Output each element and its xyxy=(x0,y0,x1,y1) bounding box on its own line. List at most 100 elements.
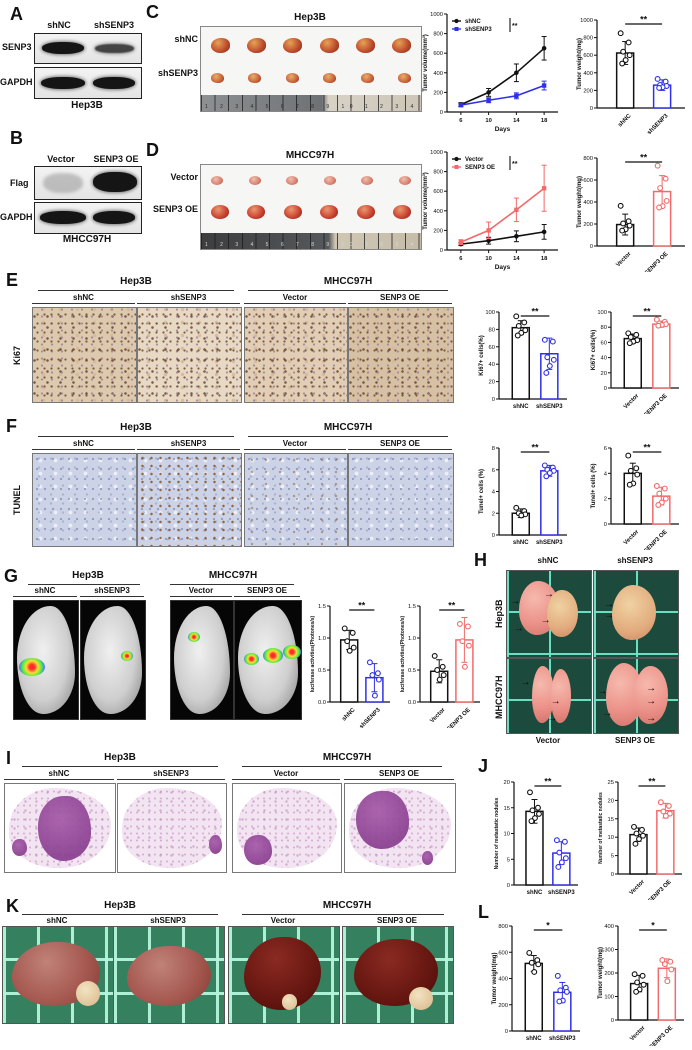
svg-text:**: ** xyxy=(448,601,456,611)
svg-text:Number of metastatic nodules: Number of metastatic nodules xyxy=(598,792,604,864)
tumor-blob xyxy=(283,205,302,219)
svg-text:shNC: shNC xyxy=(527,890,543,896)
panel-letter-c: C xyxy=(146,2,159,22)
tumor-strip-d-row1-label: Vector xyxy=(170,172,198,182)
svg-text:10: 10 xyxy=(608,835,614,841)
svg-text:0: 0 xyxy=(492,397,495,403)
svg-text:100: 100 xyxy=(604,995,614,1001)
svg-text:shNC: shNC xyxy=(341,707,357,723)
panel-letter-l: L xyxy=(478,902,489,922)
svg-text:20: 20 xyxy=(608,798,614,804)
i-col-shnc: shNC xyxy=(4,769,114,780)
svg-text:40: 40 xyxy=(489,362,495,368)
arrow-icon: → xyxy=(540,614,551,626)
blot-band xyxy=(43,173,83,193)
bar-chart: 0 20 40 60 80 100 Ki67+ cells(%) ** shNC shSENP3 xyxy=(479,307,567,410)
bar-chart: 0 5 10 15 20 25 Number of metastatic nodules **… xyxy=(598,777,682,905)
svg-text:shSENP3: shSENP3 xyxy=(536,404,563,410)
svg-text:300: 300 xyxy=(604,948,614,954)
svg-text:shSENP3: shSENP3 xyxy=(646,113,670,134)
tumor-volume-chart-hep3b: 0 200 400 600 800 1000 6 10 14 18 Days Tumor volume… xyxy=(420,8,566,134)
tumor-strip-c-row1-label: shNC xyxy=(174,34,198,44)
svg-text:luciferase activities(Photones: luciferase activities(Photones/s) xyxy=(400,615,406,692)
tumor-blob xyxy=(356,205,375,219)
tumor-blob xyxy=(398,175,411,185)
g-group-mhcc: MHCC97H xyxy=(208,570,258,581)
svg-text:Vector: Vector xyxy=(623,393,641,411)
liver-image-shsenp3 xyxy=(113,926,225,1024)
lung-section xyxy=(122,788,222,868)
tumor-blob xyxy=(320,205,339,219)
svg-text:*: * xyxy=(546,921,550,931)
blot-b-col-oe: SENP3 OE xyxy=(93,154,139,164)
bioluminescence-spot xyxy=(19,657,46,676)
arrow-icon: → xyxy=(646,712,657,724)
svg-text:**: ** xyxy=(640,15,648,25)
svg-text:800: 800 xyxy=(498,924,508,930)
lung-tissue xyxy=(634,666,668,725)
tumor-strip-c-title: Hep3B xyxy=(294,12,326,23)
blot-band xyxy=(41,77,85,89)
bioluminescence-spot xyxy=(188,631,201,642)
ruler: 1 2 3 4 5 6 7 8 9 10 1 2 3 4 5 6 xyxy=(201,233,421,249)
blot-b-row-flag: Flag xyxy=(10,178,29,188)
f-col-shnc: shNC xyxy=(32,439,135,450)
panel-letter-d: D xyxy=(146,140,159,160)
svg-text:Tunel+ cells (%): Tunel+ cells (%) xyxy=(479,469,485,514)
mouse-image-shsenp3 xyxy=(80,600,146,720)
he-lung-shnc xyxy=(4,783,116,873)
arrow-icon: → xyxy=(646,683,657,695)
ki67-chart-hep3b: 0 20 40 60 80 100 Ki67+ cells(%) ** shNC shSENP3 xyxy=(474,300,570,414)
svg-text:20: 20 xyxy=(601,371,607,377)
svg-text:0: 0 xyxy=(440,248,443,254)
arrow-icon: → xyxy=(602,708,613,720)
blot-a-col-shnc: shNC xyxy=(47,20,71,30)
svg-text:Number of metastatic nodules: Number of metastatic nodules xyxy=(494,797,500,869)
svg-text:0.5: 0.5 xyxy=(408,668,416,674)
svg-text:60: 60 xyxy=(601,340,607,346)
panel-letter-k: K xyxy=(6,896,19,916)
svg-text:5: 5 xyxy=(507,857,510,863)
tumor-blob xyxy=(283,37,303,53)
divider xyxy=(38,436,234,437)
svg-text:4: 4 xyxy=(492,490,496,496)
tumor-strip-c-photo: 1 2 3 4 5 6 7 8 9 10 1 2 3 4 5 6 7 8 xyxy=(200,26,422,112)
svg-text:25: 25 xyxy=(608,780,614,786)
svg-text:shSENP3: shSENP3 xyxy=(548,890,575,896)
tumor-blob xyxy=(361,175,374,185)
mouse-image-oe xyxy=(234,600,302,720)
lung-image-mhcc-oe: → → → → → xyxy=(593,658,679,734)
blot-a-cellline: Hep3B xyxy=(71,100,103,111)
tumor-blob xyxy=(211,175,223,185)
svg-text:800: 800 xyxy=(583,36,593,42)
blot-b-flag xyxy=(34,166,142,200)
svg-text:6: 6 xyxy=(459,118,463,124)
svg-text:0.0: 0.0 xyxy=(318,700,326,706)
svg-text:Tumor volume(mm³): Tumor volume(mm³) xyxy=(422,34,429,92)
ki67-image-shsenp3 xyxy=(137,307,242,403)
panel-letter-i: I xyxy=(6,748,12,768)
tumor-row-shsenp3 xyxy=(211,71,411,85)
svg-text:14: 14 xyxy=(513,118,520,124)
svg-text:200: 200 xyxy=(498,1003,508,1009)
svg-text:400: 400 xyxy=(433,71,443,77)
svg-text:Tumor volume(mm³): Tumor volume(mm³) xyxy=(422,172,429,230)
luciferase-chart-hep3b: 0.0 0.5 1.0 1.5 luciferase activities(Photon… xyxy=(305,594,393,730)
h-col-vector: Vector xyxy=(535,736,561,745)
liver-weight-chart-mhcc97h: 0 100 200 300 400 Tumor weight(mg) * Vector SENP… xyxy=(593,914,687,1050)
liver-image-vector xyxy=(228,926,340,1024)
blot-b-row-gapdh: GAPDH xyxy=(0,212,33,222)
g-col-oe: SENP3 OE xyxy=(234,586,300,597)
svg-text:600: 600 xyxy=(498,950,508,956)
svg-text:0: 0 xyxy=(604,522,607,528)
svg-text:**: ** xyxy=(648,777,656,787)
tumor-volume-chart-mhcc97h: 0 200 400 600 800 1000 6 10 14 18 Days Tumor volume… xyxy=(420,146,566,272)
svg-text:80: 80 xyxy=(601,325,607,331)
svg-text:shSENP3: shSENP3 xyxy=(359,707,383,728)
svg-text:**: ** xyxy=(644,307,652,317)
svg-text:**: ** xyxy=(512,161,518,168)
lung-tissue xyxy=(547,589,578,638)
tunel-chart-mhcc97h: 0 2 4 6 Tunel+ cells (%) ** Vector SENP3 OE xyxy=(586,436,682,555)
svg-text:400: 400 xyxy=(498,977,508,983)
svg-text:5: 5 xyxy=(611,854,614,860)
